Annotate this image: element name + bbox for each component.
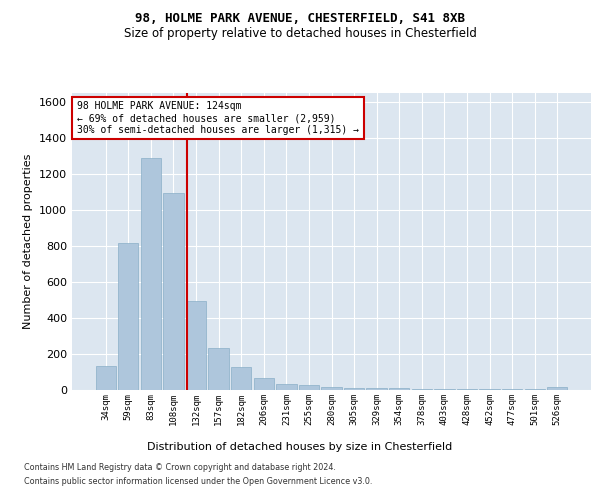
Text: Size of property relative to detached houses in Chesterfield: Size of property relative to detached ho… <box>124 28 476 40</box>
Bar <box>412 389 432 390</box>
Bar <box>118 243 139 390</box>
Bar <box>208 348 229 390</box>
Bar <box>95 366 116 390</box>
Bar <box>141 158 161 390</box>
Bar <box>389 388 409 390</box>
Bar <box>299 386 319 390</box>
Text: Contains public sector information licensed under the Open Government Licence v3: Contains public sector information licen… <box>24 477 373 486</box>
Bar <box>502 389 522 390</box>
Text: 98, HOLME PARK AVENUE, CHESTERFIELD, S41 8XB: 98, HOLME PARK AVENUE, CHESTERFIELD, S41… <box>135 12 465 26</box>
Bar <box>231 368 251 390</box>
Text: Distribution of detached houses by size in Chesterfield: Distribution of detached houses by size … <box>148 442 452 452</box>
Bar <box>547 388 568 390</box>
Bar <box>367 388 387 390</box>
Bar <box>434 389 455 390</box>
Bar <box>254 378 274 390</box>
Text: 98 HOLME PARK AVENUE: 124sqm
← 69% of detached houses are smaller (2,959)
30% of: 98 HOLME PARK AVENUE: 124sqm ← 69% of de… <box>77 102 359 134</box>
Bar <box>457 389 477 390</box>
Bar <box>479 389 500 390</box>
Bar <box>186 300 206 390</box>
Bar <box>322 388 341 390</box>
Bar <box>276 384 296 390</box>
Bar <box>163 194 184 390</box>
Y-axis label: Number of detached properties: Number of detached properties <box>23 154 34 329</box>
Text: Contains HM Land Registry data © Crown copyright and database right 2024.: Contains HM Land Registry data © Crown c… <box>24 464 336 472</box>
Bar <box>344 388 364 390</box>
Bar <box>524 389 545 390</box>
